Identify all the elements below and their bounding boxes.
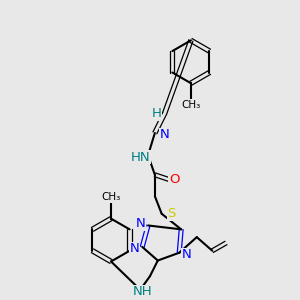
Text: CH₃: CH₃ bbox=[181, 100, 200, 110]
Text: N: N bbox=[182, 248, 192, 261]
Text: N: N bbox=[160, 128, 170, 141]
Text: O: O bbox=[169, 173, 180, 186]
Text: HN: HN bbox=[130, 151, 150, 164]
Text: S: S bbox=[167, 207, 176, 220]
Text: NH: NH bbox=[132, 285, 152, 298]
Text: N: N bbox=[135, 217, 145, 230]
Text: H: H bbox=[152, 107, 162, 120]
Text: CH₃: CH₃ bbox=[101, 192, 121, 202]
Text: N: N bbox=[130, 242, 139, 255]
